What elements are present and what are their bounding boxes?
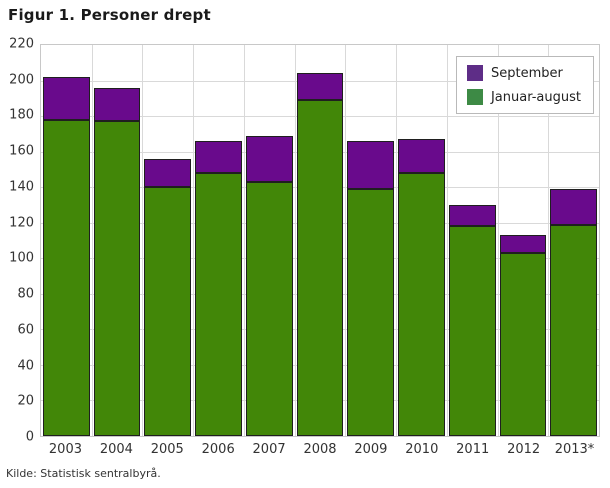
x-gridline: [91, 45, 93, 436]
bar-segment-september: [245, 135, 293, 182]
bar-segment-september: [296, 73, 344, 101]
x-gridline: [193, 45, 195, 436]
bar-segment-januar-august: [448, 226, 496, 436]
bar-segment-januar-august: [144, 187, 192, 436]
x-tick-label: 2004: [99, 442, 133, 457]
bar-column: [92, 45, 143, 436]
x-tick-label: 2012: [507, 442, 541, 457]
y-tick-label: 160: [9, 143, 34, 159]
x-tick-label: 2010: [405, 442, 439, 457]
bar-column: [295, 45, 346, 436]
y-tick-label: 140: [9, 179, 34, 195]
y-tick-label: 120: [9, 215, 34, 231]
legend-label: September: [490, 65, 563, 81]
bar-segment-september: [448, 204, 496, 227]
x-tick-label: 2006: [201, 442, 235, 457]
bar-column: [345, 45, 396, 436]
bar-column: [548, 45, 599, 436]
x-gridline: [446, 45, 448, 436]
bar-segment-september: [499, 235, 547, 253]
y-tick-label: 100: [9, 250, 34, 266]
x-tick-label: 2009: [354, 442, 388, 457]
bar-segment-januar-august: [296, 100, 344, 436]
bar-segment-september: [93, 87, 141, 122]
y-tick-label: 40: [17, 358, 34, 374]
bar-column: [396, 45, 447, 436]
chart-title: Figur 1. Personer drept: [8, 6, 211, 24]
bar-segment-januar-august: [93, 121, 141, 436]
x-gridline: [294, 45, 296, 436]
bar-column: [447, 45, 498, 436]
y-axis: 0 20 40 60 80 100 120 140 160 180 200 220: [0, 37, 34, 445]
bar-segment-januar-august: [245, 181, 293, 436]
y-tick-label: 20: [17, 393, 34, 409]
bar-segment-januar-august: [347, 188, 395, 436]
bar-segment-september: [347, 140, 395, 189]
bar-segment-september: [43, 77, 90, 120]
x-tick-label: 2008: [303, 442, 337, 457]
bar-segment-september: [550, 188, 598, 225]
y-tick-label: 180: [9, 107, 34, 123]
bar-segment-september: [398, 139, 445, 173]
y-tick-label: 0: [25, 429, 34, 445]
bar-segment-september: [195, 140, 242, 173]
x-gridline: [243, 45, 245, 436]
x-tick-label: 2007: [252, 442, 286, 457]
bar-segment-september: [144, 158, 192, 188]
x-gridline: [548, 45, 550, 436]
bar-segment-januar-august: [43, 119, 90, 436]
legend-item-januar-august: Januar-august: [466, 89, 581, 105]
bar-segment-januar-august: [398, 172, 445, 436]
x-axis: 2003 2004 2005 2006 2007 2008 2009 2010 2011 2012…: [40, 442, 600, 457]
legend-swatch: [466, 89, 483, 105]
bar-column: [41, 45, 92, 436]
bars-layer: [41, 45, 599, 436]
x-tick-label: 2005: [150, 442, 184, 457]
bar-column: [142, 45, 193, 436]
y-tick-label: 220: [9, 36, 34, 52]
legend-label: Januar-august: [490, 89, 581, 105]
bar-column: [193, 45, 244, 436]
source-note: Kilde: Statistisk sentralbyrå.: [6, 467, 161, 480]
legend-swatch: [466, 65, 483, 81]
y-tick-label: 200: [9, 72, 34, 88]
bar-column: [498, 45, 549, 436]
bar-segment-januar-august: [550, 224, 598, 436]
x-gridline: [142, 45, 144, 436]
y-tick-label: 80: [17, 286, 34, 302]
legend: September Januar-august: [455, 56, 594, 114]
x-gridline: [345, 45, 347, 436]
x-tick-label: 2013*: [554, 442, 595, 457]
bar-column: [244, 45, 295, 436]
x-tick-label: 2003: [48, 442, 82, 457]
bar-segment-januar-august: [499, 252, 547, 436]
x-tick-label: 2011: [456, 442, 490, 457]
x-gridline: [396, 45, 398, 436]
legend-item-september: September: [466, 65, 581, 81]
y-tick-label: 60: [17, 322, 34, 338]
x-gridline: [497, 45, 499, 436]
bar-segment-januar-august: [195, 172, 242, 436]
